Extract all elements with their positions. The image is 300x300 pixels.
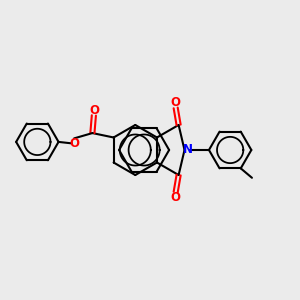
Text: O: O [171,191,181,204]
Text: O: O [171,96,181,109]
Text: O: O [89,104,99,117]
Text: O: O [69,137,79,150]
Text: N: N [183,143,193,157]
